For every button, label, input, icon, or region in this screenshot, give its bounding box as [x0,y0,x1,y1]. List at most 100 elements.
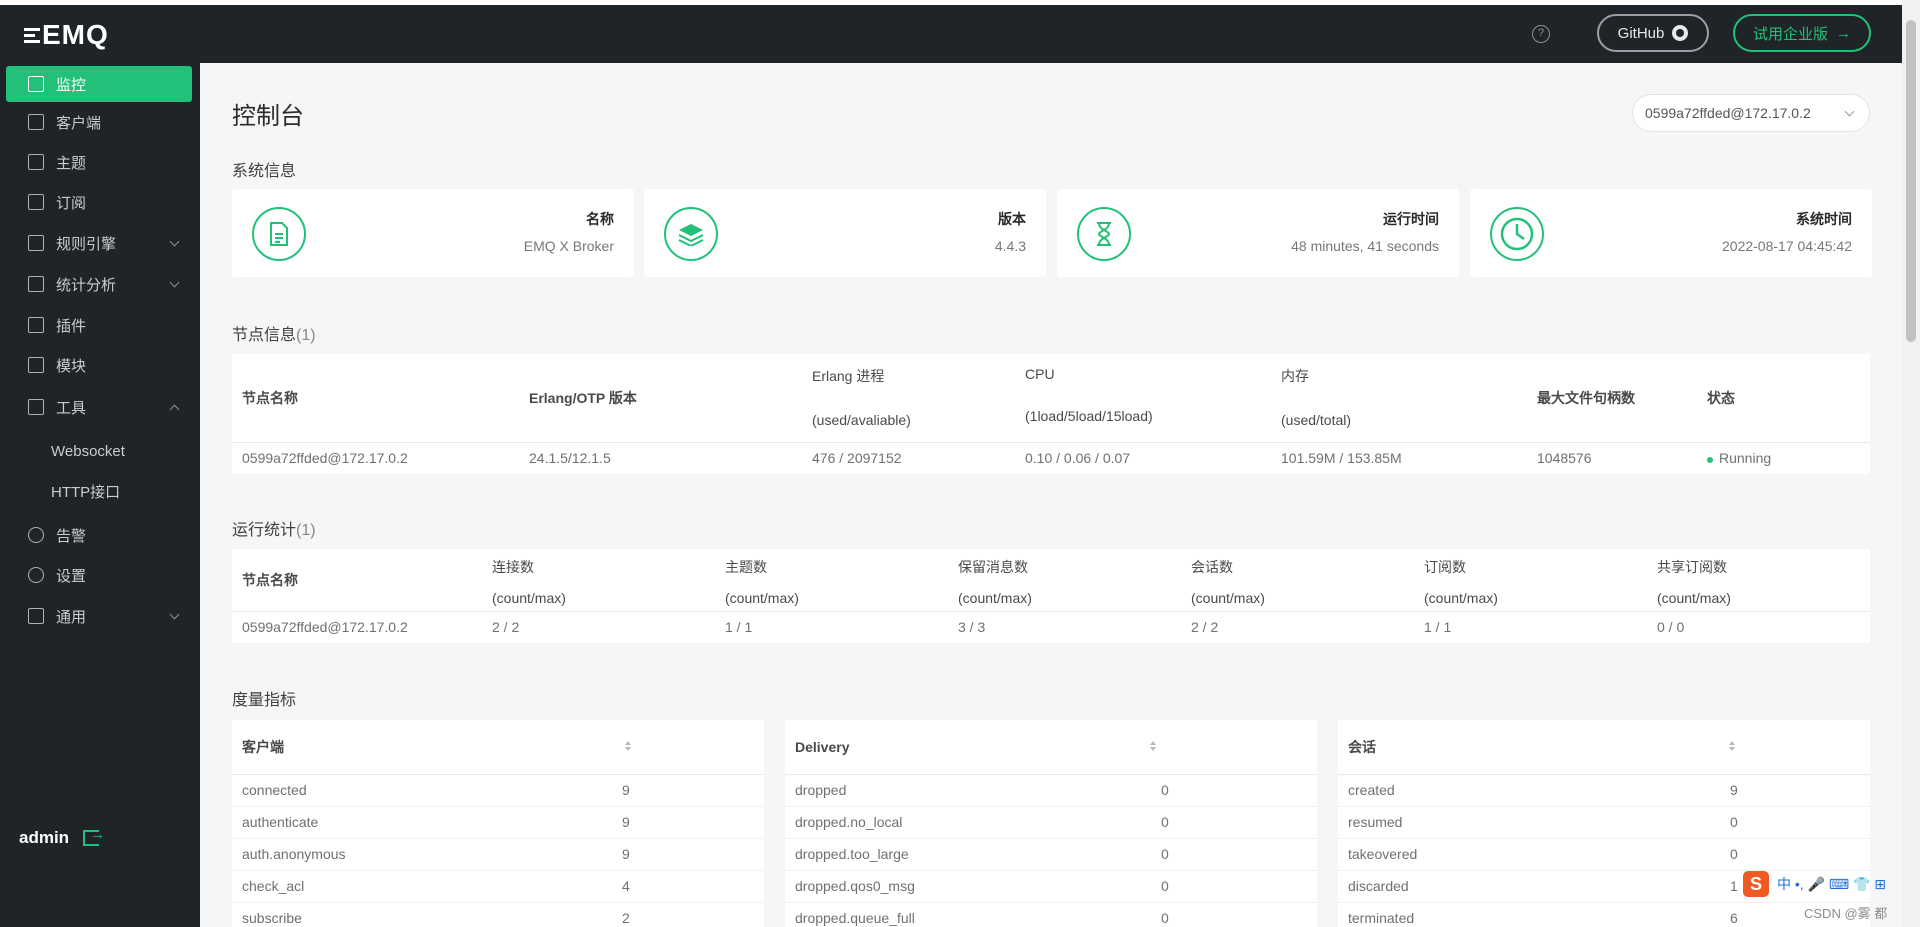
table-row: dropped.queue_full 0 [785,902,1318,927]
document-icon [252,207,306,261]
col-shared-subscriptions: 共享订阅数 (count/max) [1647,549,1870,612]
sort-icon[interactable] [1729,741,1736,753]
system-info-title: 系统信息 [232,163,297,180]
col-node-name: 节点名称 [232,354,519,443]
metrics-header[interactable]: 会话 [1338,720,1870,775]
github-icon [1672,25,1689,41]
help-icon[interactable]: ? [1532,25,1550,43]
sort-icon[interactable] [1150,741,1157,753]
table-row: dropped.no_local 0 [785,806,1318,839]
sidebar-item-plugins[interactable]: 插件 [6,307,192,343]
cell-node-name: 0599a72ffded@172.17.0.2 [242,619,408,636]
cell-otp: 24.1.5/12.1.5 [529,450,611,467]
col-cpu: CPU (1load/5load/15load) [1015,354,1271,443]
sidebar-item-general[interactable]: 通用 [6,598,192,634]
sidebar-item-analytics[interactable]: 统计分析 [6,266,192,302]
rules-icon [28,235,44,251]
sidebar-item-subscriptions[interactable]: 订阅 [6,184,192,220]
logout-icon[interactable] [83,826,105,846]
cell-retained: 3 / 3 [958,619,986,636]
card-value: EMQ X Broker [523,238,614,254]
col-memory: 内存 (used/total) [1271,354,1527,443]
table-row: takeovered 0 [1338,838,1870,871]
sidebar-item-settings[interactable]: 设置 [6,557,192,593]
table-row: dropped.qos0_msg 0 [785,870,1318,903]
table-row: connected 9 [232,774,764,807]
username: admin [19,828,70,847]
clock-icon [1490,207,1544,261]
info-card-uptime: 运行时间 48 minutes, 41 seconds [1057,189,1459,277]
sidebar-item-tools[interactable]: 工具 [6,389,192,425]
col-erlang-process: Erlang 进程 (used/avaliable) [802,354,1015,443]
table-row: check_acl 4 [232,870,764,903]
ime-toolbar[interactable]: S 中 •, 🎤 ⌨ 👕 ⊞ [1743,870,1891,898]
col-subscriptions: 订阅数 (count/max) [1414,549,1647,612]
cell-shared: 0 / 0 [1657,619,1685,636]
sort-icon[interactable] [625,741,632,753]
layers-icon [664,207,718,261]
col-retained: 保留消息数 (count/max) [948,549,1181,612]
trial-label: 试用企业版 [1752,25,1828,43]
sogou-icon[interactable]: S [1743,871,1769,897]
sidebar-item-clients[interactable]: 客户端 [6,104,192,140]
metrics-header[interactable]: 客户端 [232,720,764,775]
table-row: resumed 0 [1338,806,1870,839]
sidebar-item-modules[interactable]: 模块 [6,347,192,383]
info-card-version: 版本 4.4.3 [644,189,1046,277]
card-label: 名称 [586,211,614,227]
metrics-title: 度量指标 [232,692,297,709]
metrics-header[interactable]: Delivery [785,720,1318,775]
arrow-right-icon: → [1836,24,1851,42]
github-label: GitHub [1617,24,1665,42]
info-card-name: 名称 EMQ X Broker [232,189,634,277]
status-badge: Running [1697,442,1870,474]
cell-node-name: 0599a72ffded@172.17.0.2 [242,450,408,467]
node-select-value: 0599a72ffded@172.17.0.2 [1645,105,1811,121]
col-sessions: 会话数 (count/max) [1181,549,1414,612]
enterprise-trial-button[interactable]: 试用企业版 → [1733,14,1871,52]
top-header: EMQ ? GitHub 试用企业版 → [0,5,1902,63]
chevron-up-icon [169,404,180,415]
cell-cpu: 0.10 / 0.06 / 0.07 [1025,450,1131,467]
sidebar: 监控 客户端 主题 订阅 规则引擎 统计分析 插件 模块 工具 Websocke… [0,63,200,927]
chevron-down-icon [1844,106,1855,117]
sidebar-subitem-websocket[interactable]: Websocket [51,442,125,460]
table-row: created 9 [1338,774,1870,807]
logo-bars-icon [24,25,40,46]
sidebar-item-topics[interactable]: 主题 [6,144,192,180]
sidebar-item-alarms[interactable]: 告警 [6,517,192,553]
scrollbar-thumb[interactable] [1906,20,1916,342]
topics-icon [28,154,44,170]
vertical-scrollbar[interactable] [1902,0,1920,927]
analytics-icon [28,276,44,292]
card-value: 4.4.3 [994,238,1026,254]
subscriptions-icon [28,194,44,210]
chevron-down-icon [169,236,180,247]
info-card-system-time: 系统时间 2022-08-17 04:45:42 [1470,189,1872,277]
table-header-row: 节点名称 连接数 (count/max) 主题数 (count/max) 保留消息数… [232,549,1870,612]
runtime-stats-title: 运行统计(1) [232,522,316,539]
emq-logo[interactable]: EMQ [24,19,109,51]
col-otp-version: Erlang/OTP 版本 [519,354,802,443]
col-connections: 连接数 (count/max) [482,549,715,612]
col-status: 状态 [1697,354,1870,443]
metrics-table-clients: 客户端 connected 9 authenticate 9 auth.anonym… [232,720,764,927]
node-select[interactable]: 0599a72ffded@172.17.0.2 [1632,94,1870,132]
col-topics: 主题数 (count/max) [715,549,948,612]
alarm-icon [28,527,44,543]
cell-process: 476 / 2097152 [812,450,902,467]
tools-icon [28,399,44,415]
ime-status-text[interactable]: 中 •, 🎤 ⌨ 👕 ⊞ [1777,876,1887,892]
sidebar-subitem-http-api[interactable]: HTTP接口 [51,483,121,501]
cell-sessions: 2 / 2 [1191,619,1219,636]
main-content: 控制台 0599a72ffded@172.17.0.2 系统信息 名称 EMQ … [200,63,1902,927]
sidebar-item-monitor[interactable]: 监控 [6,66,192,102]
user-area: admin [19,826,105,848]
hourglass-icon [1077,207,1131,261]
table-row: auth.anonymous 9 [232,838,764,871]
general-icon [28,608,44,624]
watermark: CSDN @雾 都 [1804,906,1888,921]
monitor-icon [28,76,44,92]
sidebar-item-rule-engine[interactable]: 规则引擎 [6,225,192,261]
github-button[interactable]: GitHub [1597,14,1709,52]
